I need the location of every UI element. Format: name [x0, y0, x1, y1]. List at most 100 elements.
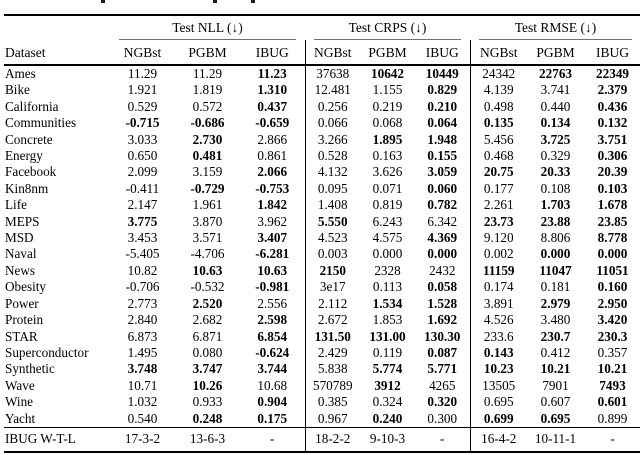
value-cell: 2.556: [257, 295, 288, 311]
value-cell: 1.842: [257, 197, 288, 213]
dataset-cell: Ames: [5, 66, 36, 81]
value-cell: 4.526: [469, 312, 528, 329]
clipped-caption-fragment: [213, 0, 217, 3]
group-header-rmse-label: Test RMSE (↓): [479, 20, 633, 40]
value-cell: 3e17: [304, 279, 360, 296]
value-cell: 8.806: [540, 230, 571, 246]
value-cell: 7901: [542, 377, 569, 393]
dataset-cell: Obesity: [5, 279, 47, 295]
dataset-cell: Wine: [5, 394, 34, 410]
value-cell: 2.147: [127, 197, 158, 213]
value-cell: 11.29: [192, 66, 223, 81]
value-cell: 0.119: [372, 344, 403, 360]
footer-label: IBUG W-T-L: [4, 426, 110, 452]
value-cell: 1.310: [257, 82, 288, 98]
value-cell: 10.21: [597, 361, 628, 377]
corner-cell: [4, 15, 110, 40]
table-row: MSD 3.453 3.571 3.407 4.523 4.575 4.369 …: [4, 230, 640, 247]
results-table: Test NLL (↓) Test CRPS (↓) Test RMSE (↓)…: [4, 14, 640, 453]
value-cell: 0.240: [372, 410, 403, 426]
value-cell: 0.135: [469, 115, 528, 132]
value-cell: 0.437: [257, 98, 288, 114]
value-cell: 24342: [469, 65, 528, 83]
value-cell: 3.744: [257, 361, 288, 377]
value-cell: 11.29: [127, 66, 158, 81]
dataset-cell: Synthetic: [5, 361, 55, 377]
footer-value-cell: 16-4-2: [469, 426, 528, 452]
table-row: Obesity -0.706 -0.532 -0.981 3e17 0.113 …: [4, 279, 640, 296]
clipped-caption-fragment: [101, 0, 105, 3]
col-header-crps-ngbst: NGBst: [304, 40, 360, 66]
value-cell: 10.71: [127, 377, 158, 393]
value-cell: 0.481: [192, 148, 223, 164]
value-cell: 3.420: [597, 312, 628, 328]
value-cell: 0.540: [127, 410, 158, 426]
value-cell: 0.528: [304, 148, 360, 165]
footer-value-cell: 10-11-1: [527, 426, 585, 452]
value-cell: 3.033: [127, 131, 158, 147]
value-cell: -5.405: [125, 246, 160, 262]
value-cell: 0.256: [304, 98, 360, 116]
value-cell: 10.26: [192, 377, 223, 393]
table-row: Superconductor 1.495 0.080 -0.624 2.429 …: [4, 344, 640, 362]
value-cell: 1.961: [192, 197, 223, 213]
col-header-crps-ibug: IBUG: [415, 40, 471, 66]
value-cell: 10.21: [540, 361, 571, 377]
group-header-rmse: Test RMSE (↓): [470, 15, 640, 40]
value-cell: 20.39: [597, 164, 628, 180]
value-cell: -0.411: [125, 180, 160, 196]
value-cell: 0.163: [372, 148, 403, 164]
table-row: Kin8nm -0.411 -0.729 -0.753 0.095 0.071 …: [4, 180, 640, 198]
value-cell: 0.440: [540, 98, 571, 114]
value-cell: 1.853: [372, 312, 403, 328]
value-cell: 1.895: [372, 131, 403, 147]
value-cell: 0.861: [257, 148, 288, 164]
group-header-crps: Test CRPS (↓): [305, 15, 470, 40]
value-cell: 1.692: [427, 312, 458, 328]
value-cell: 0.000: [427, 246, 458, 262]
value-cell: 0.175: [257, 410, 288, 426]
value-cell: 0.071: [372, 180, 403, 196]
value-cell: 23.88: [540, 213, 571, 229]
value-cell: 233.6: [469, 328, 528, 345]
col-header-rmse-ngbst: NGBst: [469, 40, 528, 66]
value-cell: 0.160: [597, 279, 628, 295]
dataset-cell: Superconductor: [5, 344, 89, 360]
table-row: Power 2.773 2.520 2.556 2.112 1.534 1.52…: [4, 295, 640, 313]
table-row: Energy 0.650 0.481 0.861 0.528 0.163 0.1…: [4, 148, 640, 165]
value-cell: 0.058: [427, 279, 458, 295]
dataset-cell: MEPS: [5, 213, 40, 229]
value-cell: 0.899: [597, 410, 628, 426]
value-cell: 10.68: [257, 377, 288, 393]
value-cell: 0.095: [304, 180, 360, 198]
value-cell: 20.75: [469, 164, 528, 181]
value-cell: 3.747: [192, 361, 223, 377]
value-cell: 0.080: [192, 344, 223, 360]
value-cell: 0.003: [304, 246, 360, 263]
value-cell: 3.748: [127, 361, 158, 377]
value-cell: 3.962: [257, 213, 288, 229]
footer-row: IBUG W-T-L 17-3-2 13-6-3 - 18-2-2 9-10-3…: [4, 426, 640, 452]
value-cell: 37638: [304, 65, 360, 83]
value-cell: 0.060: [427, 180, 458, 196]
value-cell: 0.300: [427, 410, 458, 426]
value-cell: 0.412: [540, 344, 571, 360]
value-cell: -0.532: [190, 279, 225, 295]
footer-value-cell: -: [415, 426, 471, 452]
value-cell: 6.871: [192, 328, 223, 344]
value-cell: 131.50: [304, 328, 360, 345]
value-cell: 0.385: [304, 394, 360, 411]
value-cell: -0.753: [255, 180, 290, 196]
col-header-rmse-ibug: IBUG: [584, 40, 640, 66]
col-header-nll-ngbst: NGBst: [110, 40, 175, 66]
value-cell: 0.132: [597, 115, 628, 131]
value-cell: 1.032: [127, 394, 158, 410]
value-cell: -0.686: [190, 115, 225, 131]
value-cell: 0.695: [469, 394, 528, 411]
column-header-row: Dataset NGBst PGBM IBUG NGBst PGBM IBUG …: [4, 40, 640, 66]
value-cell: 2.730: [192, 131, 223, 147]
value-cell: 0.066: [304, 115, 360, 132]
value-cell: 10.82: [127, 262, 158, 278]
value-cell: 0.829: [427, 82, 458, 98]
value-cell: 4265: [429, 377, 456, 393]
